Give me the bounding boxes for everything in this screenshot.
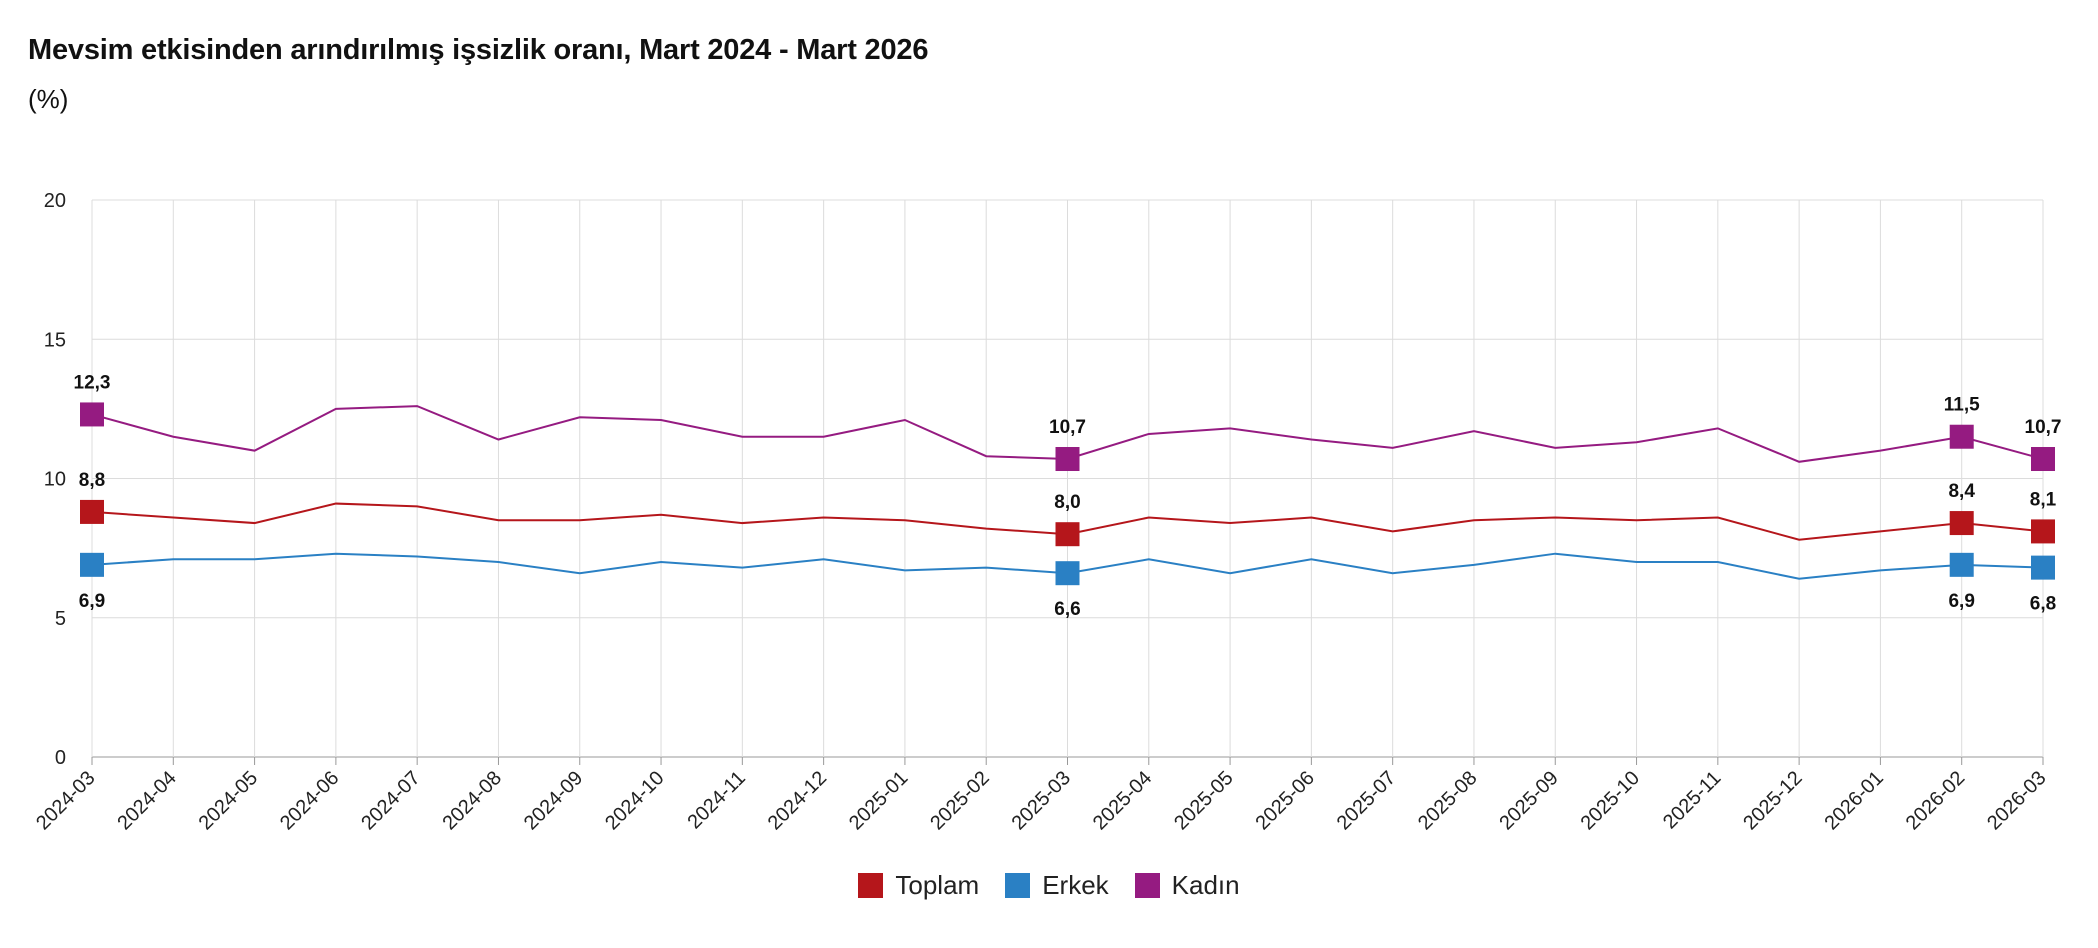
legend-swatch xyxy=(1005,873,1031,898)
legend-item-toplam[interactable]: Toplam xyxy=(858,870,979,901)
x-tick-label: 2025-07 xyxy=(1333,767,1400,834)
x-tick-label: 2025-06 xyxy=(1251,767,1318,834)
marker-toplam xyxy=(1949,511,1974,536)
x-tick-label: 2026-01 xyxy=(1820,767,1887,834)
x-tick-label: 2025-04 xyxy=(1089,767,1156,834)
legend-label: Kadın xyxy=(1171,870,1240,900)
y-tick-label: 0 xyxy=(55,747,66,769)
x-tick-label: 2025-09 xyxy=(1495,767,1562,834)
marker-erkek xyxy=(1949,552,1974,577)
x-tick-label: 2025-10 xyxy=(1577,767,1644,834)
legend-item-erkek[interactable]: Erkek xyxy=(1005,870,1109,901)
marker-toplam xyxy=(1055,522,1080,547)
chart-title: Mevsim etkisinden arındırılmış işsizlik … xyxy=(28,34,929,66)
legend-item-kadın[interactable]: Kadın xyxy=(1134,870,1240,901)
x-tick-label: 2025-12 xyxy=(1739,767,1806,834)
marker-kadın xyxy=(80,402,104,427)
legend: Toplam Erkek Kadın xyxy=(0,870,2098,901)
data-label: 10,7 xyxy=(2025,417,2062,438)
series-group xyxy=(80,402,2055,586)
y-axis: 0 5 10 15 20 xyxy=(44,190,66,769)
x-tick-label: 2024-08 xyxy=(439,767,506,834)
x-tick-label: 2026-02 xyxy=(1902,767,1969,834)
marker-toplam xyxy=(80,499,104,524)
x-tick-label: 2024-06 xyxy=(276,767,343,834)
x-tick-label: 2025-11 xyxy=(1659,767,1725,833)
grid xyxy=(91,199,2044,758)
data-label: 6,9 xyxy=(79,591,105,612)
y-tick-label: 20 xyxy=(44,190,66,212)
data-label: 10,7 xyxy=(1049,417,1086,438)
marker-kadın xyxy=(1949,424,1974,449)
x-tick-label: 2026-03 xyxy=(1983,767,2050,834)
legend-label: Erkek xyxy=(1042,870,1109,900)
x-tick-label: 2025-03 xyxy=(1008,767,1075,834)
y-tick-label: 10 xyxy=(44,469,66,491)
x-tick-label: 2025-01 xyxy=(845,767,912,834)
x-tick-label: 2025-05 xyxy=(1170,767,1237,834)
y-tick-label: 5 xyxy=(55,608,66,630)
data-label: 8,4 xyxy=(1948,481,1975,502)
data-labels: 8,8 8,0 8,4 8,1 6,9 6,6 6,9 6,8 12,3 10,7 11,5 10,7 xyxy=(74,372,2062,620)
marker-erkek xyxy=(1055,561,1080,586)
data-label: 11,5 xyxy=(1944,395,1980,416)
legend-swatch xyxy=(1134,873,1160,898)
data-label: 8,1 xyxy=(2030,489,2057,510)
x-tick-label: 2025-02 xyxy=(926,767,993,834)
marker-kadın xyxy=(2031,447,2055,472)
x-tick-label: 2024-12 xyxy=(764,767,831,834)
legend-label: Toplam xyxy=(895,870,980,900)
x-tick-label: 2024-11 xyxy=(683,767,749,833)
y-tick-label: 15 xyxy=(44,329,66,351)
x-tick-label: 2024-09 xyxy=(520,767,587,834)
x-axis: 2024-03 2024-04 2024-05 2024-06 2024-07 2024-… xyxy=(32,757,2051,834)
x-tick-label: 2024-10 xyxy=(601,767,668,834)
marker-toplam xyxy=(2031,519,2055,544)
marker-erkek xyxy=(2031,555,2055,580)
x-tick-label: 2024-04 xyxy=(113,767,180,834)
data-label: 8,0 xyxy=(1054,492,1080,513)
x-tick-label: 2024-03 xyxy=(32,767,99,834)
data-label: 8,8 xyxy=(79,470,105,491)
legend-swatch xyxy=(858,873,884,898)
data-label: 6,9 xyxy=(1948,591,1974,612)
chart-subtitle: (%) xyxy=(28,84,69,114)
x-tick-label: 2025-08 xyxy=(1414,767,1481,834)
data-label: 12,3 xyxy=(74,372,111,393)
marker-erkek xyxy=(80,552,104,577)
x-tick-label: 2024-07 xyxy=(357,767,424,834)
data-label: 6,8 xyxy=(2030,594,2056,615)
data-label: 6,6 xyxy=(1054,599,1080,620)
x-tick-label: 2024-05 xyxy=(195,767,262,834)
marker-kadın xyxy=(1055,447,1080,472)
